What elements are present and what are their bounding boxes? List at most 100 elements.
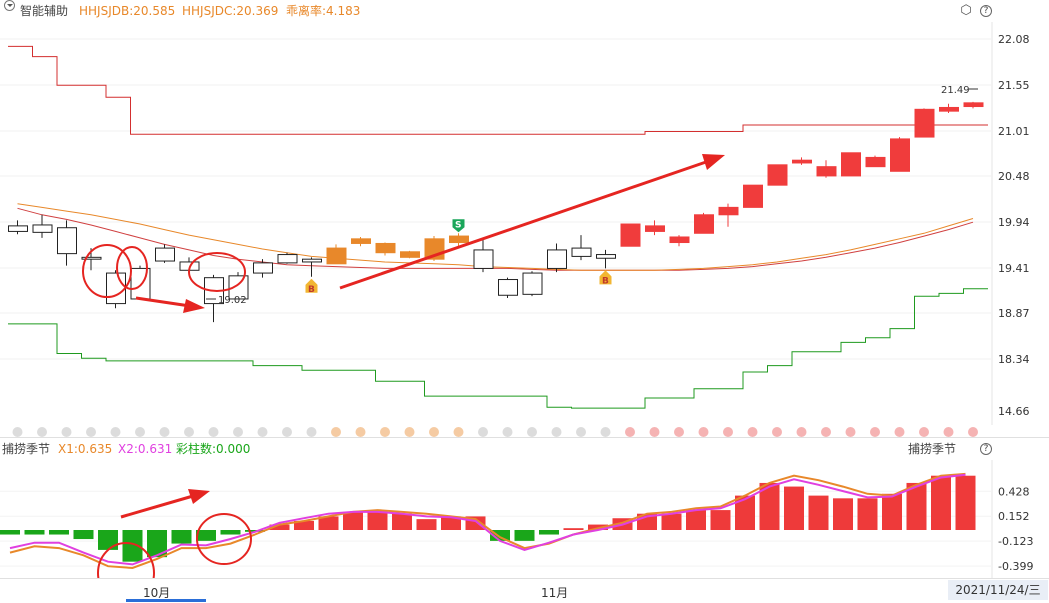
- candle[interactable]: [596, 249, 616, 269]
- candle[interactable]: [571, 235, 592, 261]
- candle[interactable]: [106, 270, 126, 309]
- buy-signal-shape: [599, 270, 612, 285]
- candle[interactable]: [620, 223, 641, 247]
- status-dot[interactable]: [404, 427, 415, 437]
- candle[interactable]: [57, 220, 77, 266]
- candle[interactable]: [302, 257, 322, 277]
- pane-separator[interactable]: [0, 437, 1049, 438]
- candle[interactable]: [669, 235, 690, 247]
- candle[interactable]: [743, 184, 763, 208]
- indicator-bar: [563, 528, 584, 530]
- status-dot[interactable]: [796, 427, 807, 437]
- candle[interactable]: [326, 244, 347, 265]
- status-dot[interactable]: [159, 427, 170, 437]
- candle[interactable]: [645, 220, 665, 236]
- main-kline-chart[interactable]: B S B 22.08 21.55 21.01 20.48 19.94 19.41 18.87 1…: [0, 22, 1049, 447]
- circle-annotation: [82, 244, 132, 298]
- status-dot[interactable]: [502, 427, 513, 437]
- candle[interactable]: [449, 233, 469, 247]
- status-dot[interactable]: [625, 427, 635, 437]
- status-dot[interactable]: [845, 427, 856, 437]
- status-dot[interactable]: [968, 427, 978, 437]
- candle[interactable]: [253, 259, 273, 278]
- candle[interactable]: [8, 220, 28, 235]
- candle[interactable]: [351, 236, 371, 247]
- status-dot[interactable]: [331, 427, 341, 437]
- candle[interactable]: [400, 250, 420, 259]
- candle-body: [277, 254, 298, 264]
- status-dot[interactable]: [306, 427, 317, 437]
- status-dot[interactable]: [37, 427, 47, 437]
- candle[interactable]: [939, 103, 959, 114]
- status-dot[interactable]: [698, 427, 709, 437]
- candle[interactable]: [718, 203, 739, 227]
- candle[interactable]: [498, 277, 518, 299]
- status-dot[interactable]: [355, 427, 366, 437]
- candle[interactable]: [841, 152, 861, 177]
- status-dot[interactable]: [919, 427, 929, 437]
- candle[interactable]: [890, 137, 910, 172]
- status-dot[interactable]: [110, 427, 121, 437]
- candle[interactable]: [914, 108, 935, 138]
- status-dot[interactable]: [551, 427, 562, 437]
- status-dot[interactable]: [453, 427, 464, 437]
- candle[interactable]: [816, 160, 837, 178]
- buy-signal-icon[interactable]: B: [599, 270, 612, 286]
- status-dot[interactable]: [649, 427, 660, 437]
- candle[interactable]: [375, 242, 396, 256]
- status-dot[interactable]: [86, 427, 96, 437]
- status-dot[interactable]: [208, 427, 219, 437]
- time-scroll-indicator[interactable]: [126, 599, 206, 602]
- help-icon[interactable]: ?: [980, 443, 992, 455]
- status-dot[interactable]: [943, 427, 954, 437]
- status-dot[interactable]: [527, 427, 537, 437]
- status-dot[interactable]: [600, 427, 611, 437]
- status-dot[interactable]: [894, 427, 905, 437]
- status-dot[interactable]: [674, 427, 684, 437]
- upper-band-line: [8, 45, 988, 135]
- chevron-down-icon[interactable]: [4, 0, 15, 11]
- sell-signal-icon[interactable]: S: [452, 219, 465, 233]
- status-dot[interactable]: [576, 427, 586, 437]
- candle-body: [816, 166, 837, 177]
- status-dot[interactable]: [184, 427, 194, 437]
- status-dot[interactable]: [61, 427, 72, 437]
- status-dot[interactable]: [282, 427, 292, 437]
- candle[interactable]: [963, 101, 984, 109]
- candle[interactable]: [767, 164, 788, 186]
- price-axis-label: 18.34: [998, 353, 1030, 366]
- candle[interactable]: [792, 157, 812, 165]
- status-dot[interactable]: [747, 427, 758, 437]
- status-dot[interactable]: [478, 427, 488, 437]
- status-dot[interactable]: [257, 427, 268, 437]
- candle-body: [400, 251, 420, 258]
- candle[interactable]: [473, 238, 494, 273]
- sub-indicator-name[interactable]: 捕捞季节: [2, 442, 51, 456]
- status-dot[interactable]: [380, 427, 390, 437]
- candle[interactable]: [522, 271, 543, 297]
- status-dot[interactable]: [233, 427, 243, 437]
- status-dot[interactable]: [723, 427, 733, 437]
- candle[interactable]: [228, 272, 249, 300]
- x2-line: [9, 473, 966, 566]
- status-dot[interactable]: [821, 427, 831, 437]
- status-dot[interactable]: [772, 427, 782, 437]
- buy-signal-icon[interactable]: B: [305, 278, 318, 295]
- status-dot[interactable]: [429, 427, 439, 437]
- status-dot[interactable]: [135, 427, 145, 437]
- main-indicator-name[interactable]: 智能辅助: [20, 4, 69, 18]
- candle[interactable]: [81, 248, 102, 271]
- candle[interactable]: [547, 243, 567, 273]
- candle[interactable]: [32, 214, 53, 238]
- candle[interactable]: [155, 244, 175, 263]
- status-dot[interactable]: [12, 427, 23, 437]
- sub-indicator-right-label[interactable]: 捕捞季节: [908, 442, 957, 456]
- candle[interactable]: [694, 212, 714, 234]
- candle[interactable]: [277, 252, 298, 264]
- candle[interactable]: [865, 155, 886, 168]
- help-icon[interactable]: ?: [980, 5, 992, 17]
- status-dot[interactable]: [870, 427, 880, 437]
- hex-settings-icon[interactable]: ⬡: [960, 3, 972, 18]
- sub-indicator-chart[interactable]: 0.428 0.152 -0.123 -0.399: [0, 460, 1049, 578]
- candle-body: [302, 258, 322, 263]
